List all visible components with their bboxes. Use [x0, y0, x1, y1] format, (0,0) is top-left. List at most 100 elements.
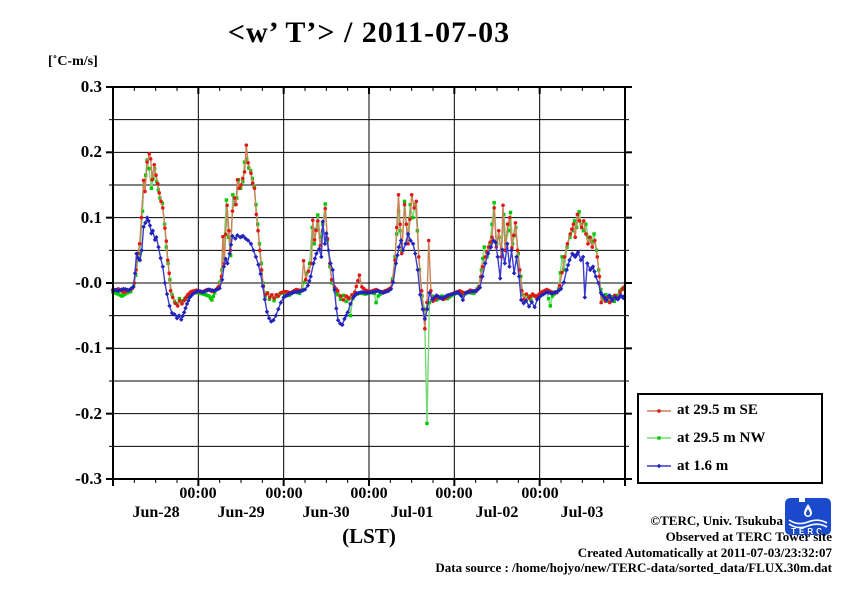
data-point [409, 193, 414, 197]
day-label: Jul-01 [390, 504, 434, 521]
data-point [546, 296, 551, 301]
data-point [338, 297, 343, 302]
data-point [347, 296, 351, 301]
data-point [412, 251, 418, 256]
data-point [513, 221, 518, 225]
data-point [348, 313, 353, 318]
x-axis-label: (LST) [342, 524, 396, 548]
data-point [511, 270, 517, 276]
data-point [565, 242, 570, 246]
data-point [162, 280, 168, 286]
data-point [573, 235, 578, 240]
x-tick-label: 00:00 [435, 485, 473, 502]
data-point [492, 200, 496, 205]
legend-box: at 29.5 m SE at 29.5 m NW at 1.6 m [637, 393, 823, 484]
data-point [599, 300, 603, 305]
data-point [303, 277, 308, 282]
data-point [270, 292, 274, 297]
data-point [508, 210, 513, 215]
data-point [560, 255, 564, 259]
data-point [344, 299, 348, 303]
data-point [332, 287, 337, 292]
data-point [604, 293, 608, 297]
data-point [400, 248, 406, 253]
data-point [212, 291, 217, 295]
data-point [584, 232, 588, 236]
data-point [427, 290, 432, 296]
data-point [615, 293, 619, 298]
data-point [567, 257, 572, 263]
data-point [502, 261, 508, 266]
plot-border [112, 86, 626, 480]
data-point [272, 298, 276, 303]
data-point [266, 316, 272, 321]
y-axis-unit-label: [˚C-m/s] [48, 54, 98, 69]
data-point [590, 264, 596, 269]
data-point [348, 301, 353, 307]
legend-label: at 29.5 m SE [677, 402, 758, 419]
data-point [118, 293, 122, 297]
data-point [597, 274, 602, 279]
data-point [319, 254, 324, 260]
data-point [231, 193, 235, 197]
data-point [129, 289, 133, 294]
data-point [123, 292, 128, 296]
day-label: Jun-29 [217, 504, 265, 521]
data-point [324, 231, 329, 236]
data-point [305, 283, 311, 288]
data-point [612, 299, 617, 303]
legend-label: at 29.5 m NW [677, 429, 766, 446]
data-point [354, 284, 359, 289]
data-point [343, 313, 349, 318]
y-tick-label: -0.1 [75, 338, 102, 357]
data-point [145, 160, 149, 164]
data-point [486, 245, 491, 249]
data-point [114, 291, 119, 296]
data-point [483, 261, 488, 266]
data-point [480, 274, 485, 279]
x-tick-label: 00:00 [521, 485, 559, 502]
series-lines [110, 143, 627, 426]
data-point [276, 306, 281, 312]
data-point [590, 245, 595, 249]
data-point [341, 298, 346, 302]
data-point [221, 234, 225, 239]
data-point [601, 297, 606, 302]
data-point [235, 177, 240, 182]
data-point [274, 295, 279, 299]
data-point [604, 297, 609, 303]
data-point [312, 256, 318, 261]
data-point [526, 304, 532, 309]
data-point [163, 226, 167, 230]
data-point [414, 199, 419, 204]
created-at-text: Created Automatically at 2011-07-03/23:3… [577, 545, 832, 560]
data-point [316, 219, 320, 223]
data-point [167, 271, 171, 276]
data-point [330, 267, 335, 273]
y-tick-label: -0.3 [75, 469, 102, 488]
data-point [302, 280, 306, 285]
data-point [186, 298, 191, 303]
data-point [147, 151, 152, 156]
data-point [577, 219, 582, 223]
data-point [241, 180, 245, 184]
data-point [578, 257, 584, 263]
data-point [258, 271, 263, 277]
data-point [570, 227, 574, 231]
data-point [422, 316, 428, 322]
y-tick-label: 0.3 [80, 77, 102, 96]
data-point [247, 166, 251, 170]
data-point [378, 292, 382, 297]
data-point [323, 206, 328, 211]
data-point [175, 302, 179, 306]
data-point [221, 264, 227, 269]
legend-marker-nw [647, 436, 671, 441]
data-point [481, 256, 485, 261]
data-point [529, 298, 533, 302]
data-point [492, 206, 496, 210]
data-point [490, 235, 494, 240]
data-point [586, 242, 590, 246]
data-point [156, 181, 160, 186]
data-point [345, 310, 350, 315]
